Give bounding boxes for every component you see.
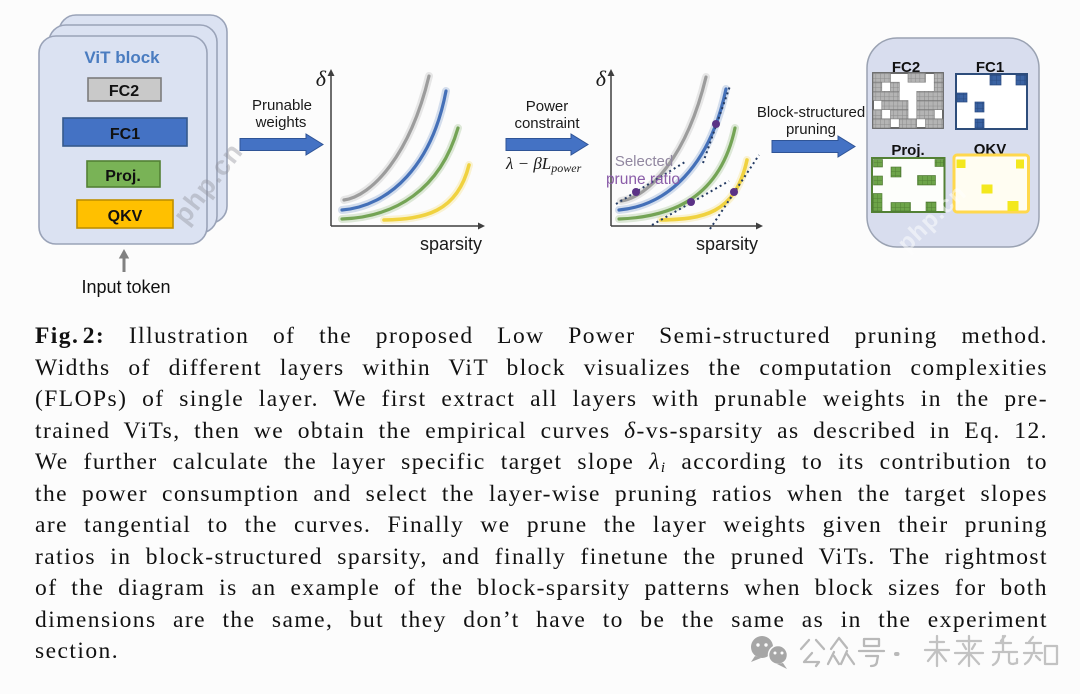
svg-text:sparsity: sparsity bbox=[420, 234, 482, 254]
svg-text:Block-structured: Block-structured bbox=[757, 104, 865, 121]
svg-text:Proj.: Proj. bbox=[891, 142, 924, 159]
svg-text:weights: weights bbox=[255, 114, 307, 131]
svg-text:Prunable: Prunable bbox=[252, 97, 312, 114]
svg-text:δ: δ bbox=[596, 66, 607, 91]
svg-text:FC2: FC2 bbox=[892, 59, 920, 76]
svg-text:constraint: constraint bbox=[514, 115, 580, 132]
svg-text:QKV: QKV bbox=[108, 208, 143, 225]
svg-text:Power: Power bbox=[526, 98, 569, 115]
svg-text:Selected: Selected bbox=[615, 153, 673, 170]
svg-text:Input token: Input token bbox=[81, 277, 170, 297]
svg-text:FC2: FC2 bbox=[109, 83, 139, 100]
svg-text:δ: δ bbox=[316, 66, 327, 91]
svg-text:Proj.: Proj. bbox=[105, 168, 141, 185]
svg-text:ViT block: ViT block bbox=[84, 48, 160, 67]
svg-text:λ − βLpower: λ − βLpower bbox=[505, 154, 582, 175]
svg-text:FC1: FC1 bbox=[110, 126, 140, 143]
svg-text:FC1: FC1 bbox=[976, 59, 1004, 76]
svg-text:prune ratio: prune ratio bbox=[606, 171, 680, 188]
svg-text:pruning: pruning bbox=[786, 121, 836, 138]
svg-text:sparsity: sparsity bbox=[696, 234, 758, 254]
